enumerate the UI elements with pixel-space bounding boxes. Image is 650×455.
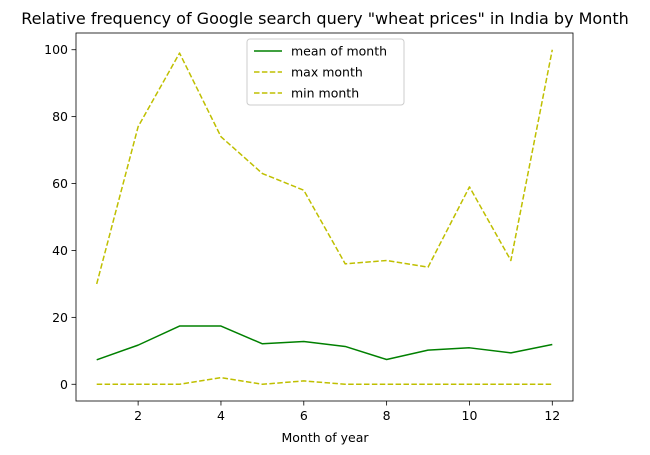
x-tick-label: 10 bbox=[462, 408, 478, 423]
y-tick-label: 100 bbox=[44, 42, 68, 57]
y-tick-label: 60 bbox=[52, 176, 68, 191]
plot-frame bbox=[75, 32, 574, 402]
legend-entry-label: mean of month bbox=[291, 44, 387, 59]
y-tick-label: 20 bbox=[52, 310, 68, 325]
legend-box bbox=[246, 38, 405, 106]
plot-area bbox=[75, 32, 574, 402]
y-tick-label: 0 bbox=[60, 377, 68, 392]
legend: mean of month max month min month bbox=[246, 38, 405, 106]
x-tick-label: 2 bbox=[134, 408, 142, 423]
series-line-1 bbox=[95, 49, 554, 285]
y-tick-label: 40 bbox=[52, 243, 68, 258]
series-line-2 bbox=[96, 376, 553, 386]
legend-entry-label: min month bbox=[291, 86, 359, 101]
series-line-0 bbox=[96, 325, 553, 361]
x-tick-label: 8 bbox=[383, 408, 391, 423]
x-tick-label: 12 bbox=[544, 408, 560, 423]
y-tick-label: 80 bbox=[52, 109, 68, 124]
x-axis: 2 4 6 8 10 12 bbox=[134, 401, 560, 423]
series-layer bbox=[95, 49, 554, 386]
chart-title: Relative frequency of Google search quer… bbox=[21, 9, 629, 28]
x-tick-label: 6 bbox=[300, 408, 308, 423]
x-tick-label: 4 bbox=[217, 408, 225, 423]
legend-entry-label: max month bbox=[291, 65, 363, 80]
x-axis-label: Month of year bbox=[281, 430, 369, 445]
y-axis: 0 20 40 60 80 100 bbox=[44, 42, 76, 392]
